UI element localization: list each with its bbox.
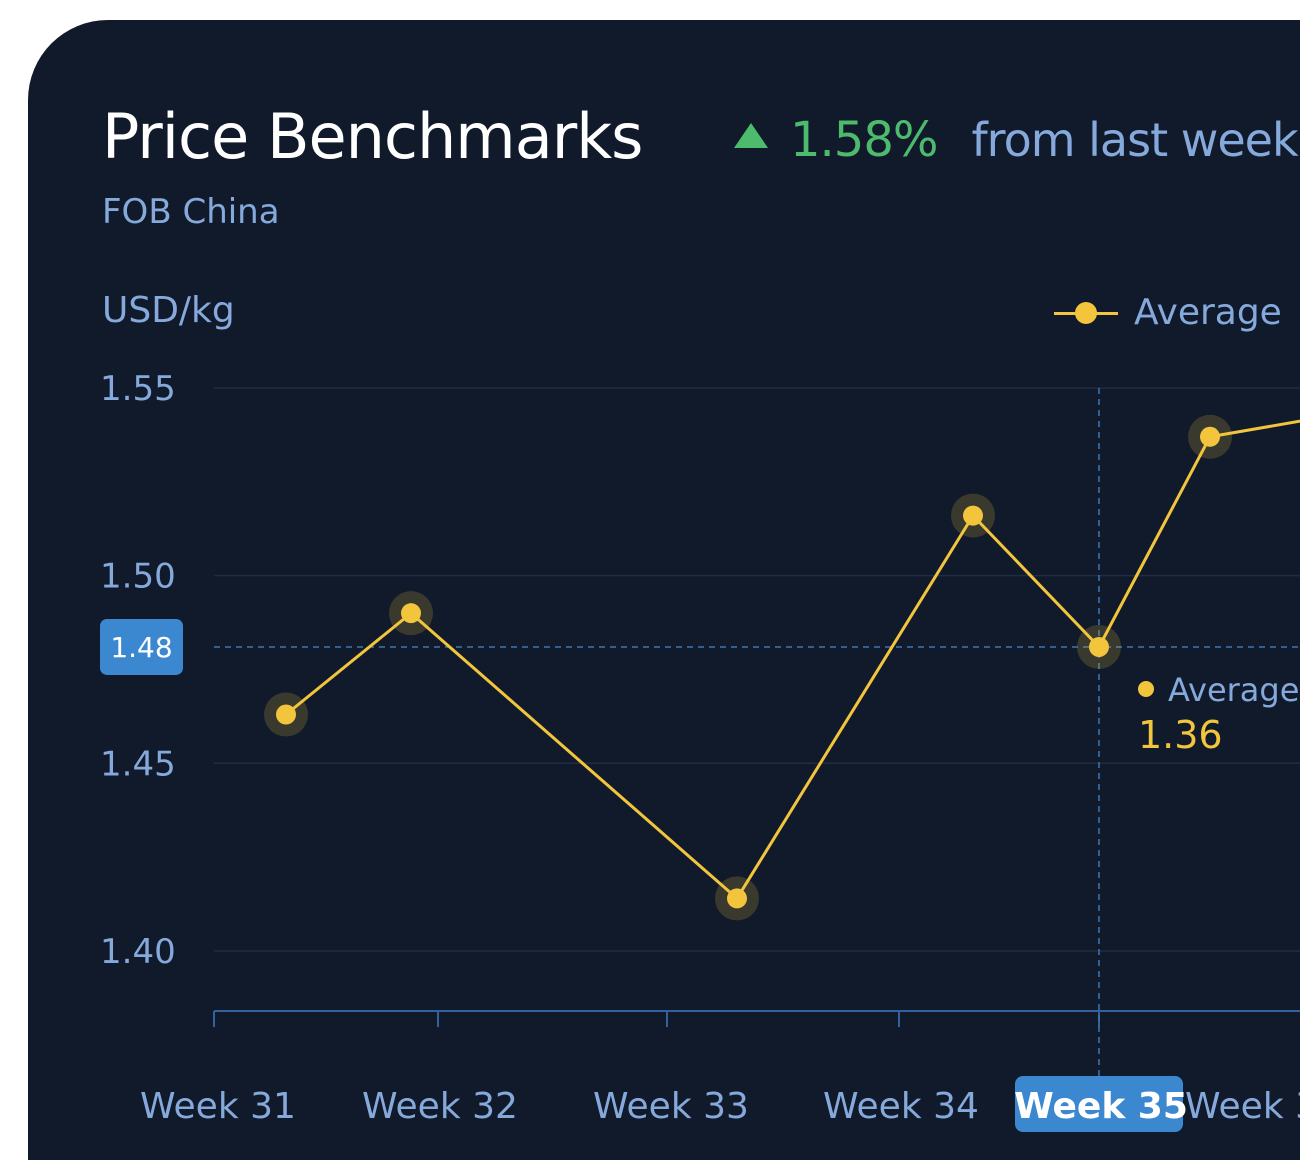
legend-label: Average [1134, 292, 1282, 333]
x-axis: Week 31 Week 32 Week 33 Week 34 Week 35Week … [140, 1010, 1300, 1132]
change-value: 1.58% [790, 112, 938, 168]
crosshair: 1.48 [100, 388, 1300, 1080]
data-point [1200, 426, 1220, 447]
tooltip-series-dot [1138, 681, 1154, 697]
x-tick-label: Week 34 [823, 1086, 979, 1127]
y-tick-label: 1.50 [100, 557, 176, 597]
chart-subtitle: FOB China [102, 192, 280, 232]
gridlines [214, 387, 1300, 952]
y-tick-label: 1.45 [100, 744, 176, 784]
tooltip-value: 1.36 [1138, 713, 1223, 757]
line-chart[interactable]: 1.551.501.451.40 Week 31 Week 32 Week 33 We… [28, 20, 1300, 1160]
x-tick-label-active: Week 35 [1014, 1086, 1188, 1127]
data-point [276, 704, 296, 725]
series-line-average [285, 419, 1300, 900]
y-crosshair-value: 1.48 [110, 631, 172, 664]
data-point [963, 505, 983, 526]
y-crosshair-badge [100, 618, 183, 675]
y-axis-unit-label: USD/kg [102, 290, 235, 331]
x-tick-label: Week 33 [593, 1086, 749, 1127]
chart-title: Price Benchmarks [102, 100, 643, 173]
series-average [264, 414, 1300, 921]
tooltip: Average 1.36 [1138, 671, 1299, 757]
legend[interactable]: Average [1054, 292, 1282, 333]
x-tick-label: Week 32 [362, 1086, 518, 1127]
y-tick-label: 1.55 [100, 369, 176, 409]
price-benchmarks-card: Price Benchmarks 1.58% from last week FO… [28, 20, 1300, 1160]
weekly-change: 1.58% from last week [734, 112, 1299, 168]
legend-line-marker-icon [1054, 293, 1118, 333]
y-tick-label: 1.40 [100, 932, 176, 972]
tooltip-series-label: Average [1168, 671, 1299, 709]
x-tick-highlight [1015, 1076, 1183, 1132]
x-tick-label: Week 31 [140, 1086, 296, 1127]
data-point [1089, 636, 1109, 657]
data-point [727, 888, 747, 909]
data-point [401, 603, 421, 624]
up-arrow-icon [734, 122, 768, 148]
y-axis: 1.55 1.50 1.45 1.40 [100, 369, 176, 972]
change-label: from last week [971, 113, 1298, 167]
x-tick-label: Week 36 [1185, 1086, 1300, 1127]
